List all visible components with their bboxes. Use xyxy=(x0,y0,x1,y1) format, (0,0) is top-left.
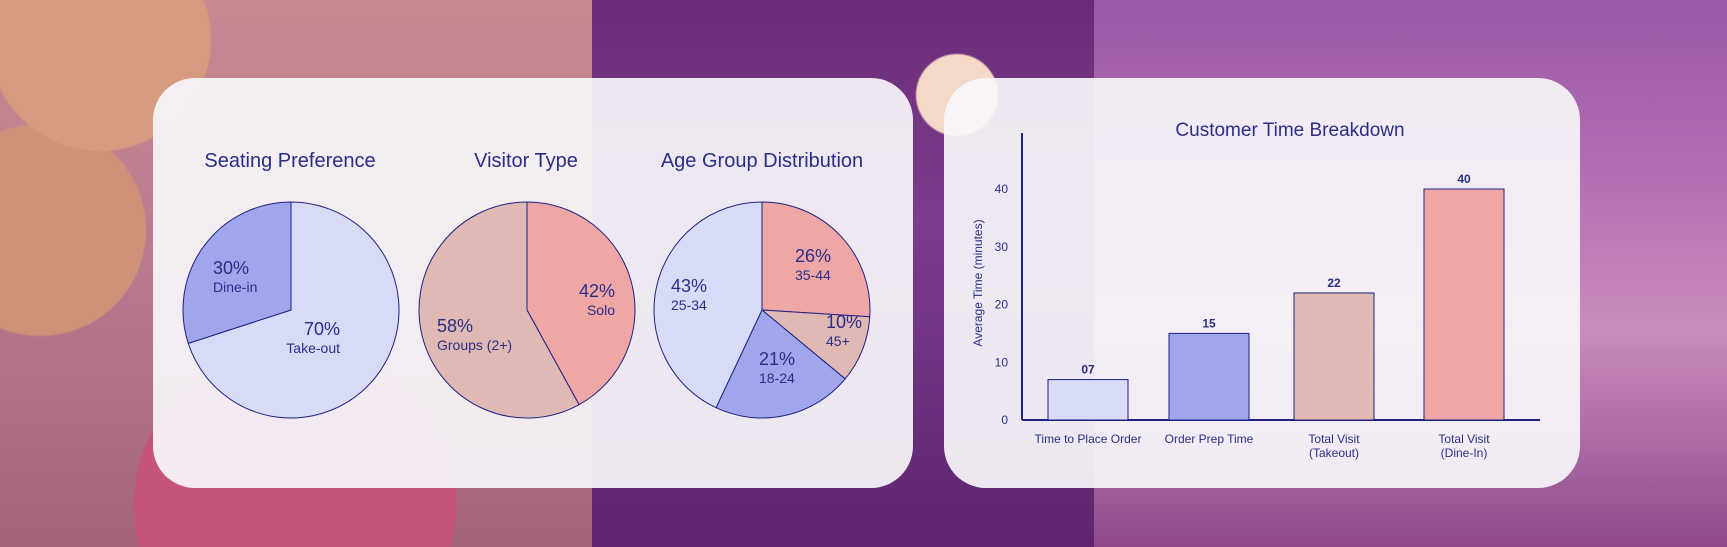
pie-slice-groups-2- xyxy=(418,201,580,419)
x-category-label: (Takeout) xyxy=(1309,446,1359,460)
bar xyxy=(1047,379,1129,421)
bar-value-label: 15 xyxy=(1202,316,1216,330)
x-category-label: (Dine-In) xyxy=(1441,446,1488,460)
bar-value-label: 07 xyxy=(1081,363,1095,377)
x-category-label: Total Visit xyxy=(1308,432,1360,446)
y-tick-label: 30 xyxy=(995,240,1009,254)
bar xyxy=(1423,188,1505,421)
pie-category-label: 45+ xyxy=(826,333,850,349)
pie-percent-label: 42% xyxy=(579,281,615,301)
y-tick-label: 20 xyxy=(995,298,1009,312)
y-tick-label: 0 xyxy=(1001,413,1008,427)
pie-percent-label: 26% xyxy=(795,246,831,266)
pie-category-label: Groups (2+) xyxy=(437,337,512,353)
pie-percent-label: 70% xyxy=(304,319,340,339)
pie-category-label: 18-24 xyxy=(759,370,795,386)
pie-percent-label: 43% xyxy=(671,276,707,296)
y-axis-label: Average Time (minutes) xyxy=(971,219,985,346)
pie-title-visitor-type: Visitor Type xyxy=(474,150,578,172)
bar xyxy=(1293,292,1375,421)
pie-category-label: 35-44 xyxy=(795,267,831,283)
pie-slice-35-44 xyxy=(761,201,871,318)
pie-slice-dine-in xyxy=(182,201,292,345)
pie-percent-label: 58% xyxy=(437,316,473,336)
pie-title-seating: Seating Preference xyxy=(204,150,376,172)
x-category-label: Time to Place Order xyxy=(1035,432,1142,446)
pie-slice-25-34 xyxy=(653,201,763,409)
pie-category-label: Dine-in xyxy=(213,279,257,295)
x-category-label: Order Prep Time xyxy=(1165,432,1254,446)
pie-title-age-group: Age Group Distribution xyxy=(660,150,864,172)
pie-slice-18-24 xyxy=(715,309,846,419)
bar-value-label: 40 xyxy=(1457,172,1471,186)
pie-category-label: Solo xyxy=(587,302,615,318)
y-tick-label: 10 xyxy=(995,355,1009,369)
bar xyxy=(1168,332,1250,421)
pie-slice-solo xyxy=(526,201,636,406)
pie-slice-take-out xyxy=(187,201,400,419)
bar-chart-title: Customer Time Breakdown xyxy=(1175,120,1405,141)
pie-category-label: 25-34 xyxy=(671,297,707,313)
pie-category-label: Take-out xyxy=(286,340,340,356)
pie-percent-label: 10% xyxy=(826,312,862,332)
x-category-label: Total Visit xyxy=(1438,432,1490,446)
pie-percent-label: 21% xyxy=(759,349,795,369)
y-tick-label: 40 xyxy=(995,182,1009,196)
pie-percent-label: 30% xyxy=(213,258,249,278)
bar-value-label: 22 xyxy=(1327,276,1341,290)
